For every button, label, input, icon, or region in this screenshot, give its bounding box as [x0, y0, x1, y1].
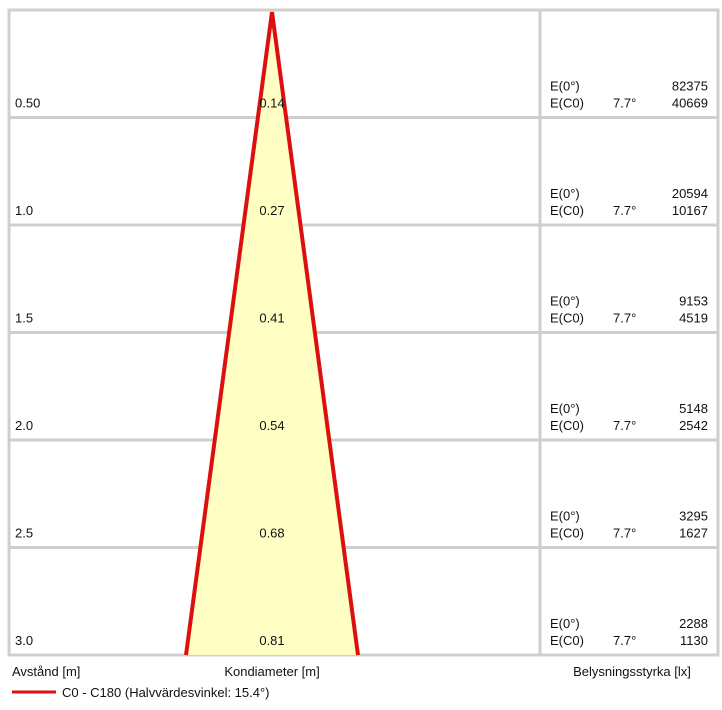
e0-value: 20594: [672, 186, 708, 201]
cone-edge: [270, 11, 360, 656]
angle: 7.7°: [613, 526, 636, 541]
e0-value: 2288: [679, 616, 708, 631]
e0-value: 3295: [679, 509, 708, 524]
diameter: 0.41: [259, 311, 284, 326]
distance: 1.5: [15, 311, 33, 326]
angle: 7.7°: [613, 418, 636, 433]
ec0-label: E(C0): [550, 633, 584, 648]
distance: 2.5: [15, 526, 33, 541]
angle: 7.7°: [613, 203, 636, 218]
angle: 7.7°: [613, 96, 636, 111]
diameter: 0.54: [259, 418, 284, 433]
footer-label: Kondiameter [m]: [224, 664, 319, 679]
distance: 3.0: [15, 633, 33, 648]
e0-label: E(0°): [550, 186, 580, 201]
angle: 7.7°: [613, 311, 636, 326]
footer-label: Belysningsstyrka [lx]: [573, 664, 691, 679]
e0-value: 82375: [672, 79, 708, 94]
footer-label: Avstånd [m]: [12, 664, 80, 679]
cone-edge: [184, 11, 274, 656]
diameter: 0.68: [259, 526, 284, 541]
ec0-value: 4519: [679, 311, 708, 326]
legend-label: C0 - C180 (Halvvärdesvinkel: 15.4°): [62, 685, 270, 700]
ec0-label: E(C0): [550, 96, 584, 111]
diameter: 0.27: [259, 203, 284, 218]
ec0-value: 40669: [672, 96, 708, 111]
ec0-label: E(C0): [550, 526, 584, 541]
e0-label: E(0°): [550, 294, 580, 309]
ec0-label: E(C0): [550, 418, 584, 433]
e0-label: E(0°): [550, 401, 580, 416]
ec0-value: 1627: [679, 526, 708, 541]
e0-label: E(0°): [550, 616, 580, 631]
e0-label: E(0°): [550, 509, 580, 524]
ec0-label: E(C0): [550, 203, 584, 218]
diameter: 0.14: [259, 96, 284, 111]
ec0-value: 1130: [680, 633, 708, 648]
ec0-label: E(C0): [550, 311, 584, 326]
e0-value: 9153: [679, 294, 708, 309]
distance: 0.50: [15, 96, 40, 111]
diameter: 0.81: [259, 633, 284, 648]
distance: 2.0: [15, 418, 33, 433]
ec0-value: 2542: [679, 418, 708, 433]
cone-fill: [186, 12, 358, 655]
angle: 7.7°: [613, 633, 636, 648]
e0-value: 5148: [679, 401, 708, 416]
ec0-value: 10167: [672, 203, 708, 218]
e0-label: E(0°): [550, 79, 580, 94]
distance: 1.0: [15, 203, 33, 218]
